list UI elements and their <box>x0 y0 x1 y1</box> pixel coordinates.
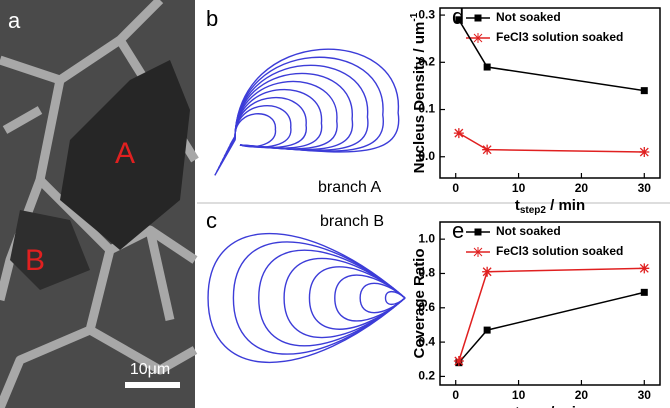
marker <box>640 87 648 95</box>
x-axis-label-main: t <box>515 197 520 214</box>
y-axis-label-main: Coverage Ratio <box>411 248 428 358</box>
marker <box>482 144 493 155</box>
legend-label: Not soaked <box>496 10 561 24</box>
x-axis-label: tstep2 / min <box>515 197 585 216</box>
y-tick-label: 0.3 <box>418 7 435 21</box>
scale-label: 10μm <box>130 361 170 378</box>
grain <box>60 60 190 250</box>
y-tick-label: 0.2 <box>418 369 435 383</box>
legend-label: Not soaked <box>496 224 561 238</box>
y-axis-label-main: Nucleus Density / um <box>411 22 428 174</box>
plot-frame <box>439 7 661 179</box>
contour <box>207 232 406 364</box>
contour <box>384 290 406 306</box>
contour <box>214 48 400 176</box>
panel-label: c <box>206 208 217 233</box>
region-label: B <box>25 244 45 277</box>
x-tick-label: 20 <box>575 388 589 402</box>
contour <box>308 266 406 330</box>
marker <box>453 355 464 366</box>
marker <box>482 266 493 277</box>
marker <box>639 263 650 274</box>
marker <box>639 147 650 158</box>
legend-label: FeCl3 solution soaked <box>496 30 623 44</box>
y-axis-label: Coverage Ratio <box>411 248 428 358</box>
y-tick-label: 0.6 <box>418 300 435 314</box>
y-axis-label: Nucleus Density / um-1 <box>409 12 428 173</box>
panel-label: e <box>452 218 464 243</box>
contour <box>334 274 406 322</box>
x-tick-label: 0 <box>452 181 459 195</box>
x-axis-label-rest: / min <box>546 404 585 408</box>
grain <box>10 210 90 290</box>
chart: 0.2 0.4 0.6 0.8 1.0 0 10 20 30 tstep2 / min Covera… <box>411 218 661 408</box>
y-tick-label: 0.0 <box>418 149 435 163</box>
x-tick-label: 20 <box>575 181 589 195</box>
y-tick-label: 0.8 <box>418 266 435 280</box>
x-axis-label-rest: / min <box>546 197 585 214</box>
marker <box>483 63 491 71</box>
x-axis-label-main: t <box>515 404 520 408</box>
marker <box>640 288 648 296</box>
x-tick-label: 10 <box>512 181 526 195</box>
contours-branch-b <box>207 232 406 364</box>
y-tick-label: 0.1 <box>418 102 435 116</box>
plot-frame <box>439 221 661 386</box>
legend-marker <box>473 247 483 257</box>
marker <box>453 128 464 139</box>
panel-label: b <box>206 6 218 31</box>
caption: branch B <box>320 213 384 230</box>
contour <box>232 241 406 355</box>
y-axis-label-sup: -1 <box>409 12 420 21</box>
contours-branch-a <box>214 48 400 176</box>
contour <box>227 105 292 150</box>
panel-label: a <box>8 8 21 33</box>
contour <box>359 282 406 314</box>
region-label: A <box>115 137 135 170</box>
x-tick-label: 30 <box>638 388 652 402</box>
legend-marker <box>473 33 483 43</box>
y-tick-label: 0.4 <box>418 334 435 348</box>
scale-bar <box>125 382 180 388</box>
legend: Not soaked FeCl3 solution soaked <box>466 10 623 44</box>
legend-marker <box>474 228 482 236</box>
micrograph-panel: a A B 10μm <box>0 0 199 408</box>
x-tick-label: 30 <box>638 181 652 195</box>
y-tick-label: 1.0 <box>418 231 435 245</box>
legend: Not soaked FeCl3 solution soaked <box>466 224 623 258</box>
marker <box>455 16 463 24</box>
x-axis-label: tstep2 / min <box>515 404 585 408</box>
marker <box>483 326 491 334</box>
contour <box>283 257 406 339</box>
x-tick-label: 10 <box>512 388 526 402</box>
legend-label: FeCl3 solution soaked <box>496 244 623 258</box>
caption: branch A <box>318 179 381 196</box>
contour <box>258 249 406 347</box>
chart: 0.0 0.1 0.2 0.3 0 10 20 30 tstep2 / min Nucleus D… <box>409 4 661 216</box>
y-tick-label: 0.2 <box>418 54 435 68</box>
legend-marker <box>474 14 482 22</box>
x-axis-label-sub: step2 <box>520 205 547 216</box>
x-tick-label: 0 <box>452 388 459 402</box>
